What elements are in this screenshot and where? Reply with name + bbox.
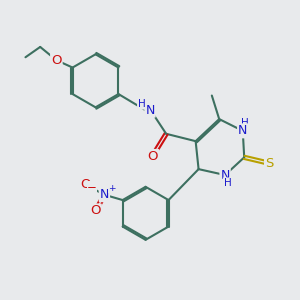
Text: H: H <box>138 99 146 109</box>
Text: S: S <box>265 157 273 170</box>
Text: +: + <box>108 184 116 193</box>
Text: N: N <box>220 169 230 182</box>
Text: −: − <box>87 182 97 194</box>
Text: H: H <box>224 178 231 188</box>
Text: H: H <box>241 118 249 128</box>
Text: N: N <box>100 188 109 201</box>
Text: O: O <box>148 150 158 163</box>
Text: O: O <box>51 54 62 67</box>
Text: N: N <box>145 104 155 117</box>
Text: O: O <box>80 178 91 191</box>
Text: O: O <box>90 205 101 218</box>
Text: N: N <box>238 124 248 137</box>
